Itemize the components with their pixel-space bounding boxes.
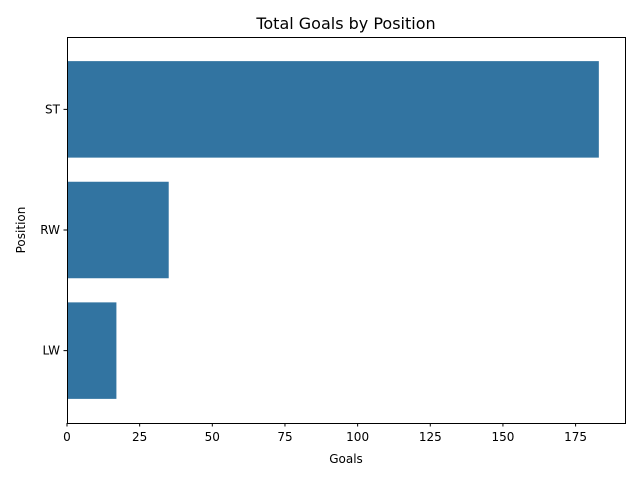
x-tick-label: 150 xyxy=(491,430,514,444)
x-axis-label: Goals xyxy=(329,452,363,466)
bar-lw xyxy=(67,302,117,399)
bar-rw xyxy=(67,181,169,279)
y-axis-label: Position xyxy=(14,207,28,254)
bar-st xyxy=(67,61,599,158)
chart-title: Total Goals by Position xyxy=(255,14,435,33)
y-axis-ticks: ST RW LW xyxy=(40,102,67,358)
bars-group xyxy=(67,61,599,399)
plot-frame xyxy=(67,37,626,424)
x-tick-label: 75 xyxy=(277,430,292,444)
y-tick-label: LW xyxy=(43,344,61,358)
x-tick-label: 50 xyxy=(205,430,220,444)
x-tick-label: 100 xyxy=(346,430,369,444)
x-tick-label: 175 xyxy=(564,430,587,444)
x-tick-label: 0 xyxy=(63,430,71,444)
y-tick-label: ST xyxy=(45,102,61,116)
y-tick-label: RW xyxy=(40,223,60,237)
x-tick-label: 125 xyxy=(419,430,442,444)
x-tick-label: 25 xyxy=(132,430,147,444)
x-axis-ticks: 0 25 50 75 100 125 150 175 xyxy=(63,423,587,444)
